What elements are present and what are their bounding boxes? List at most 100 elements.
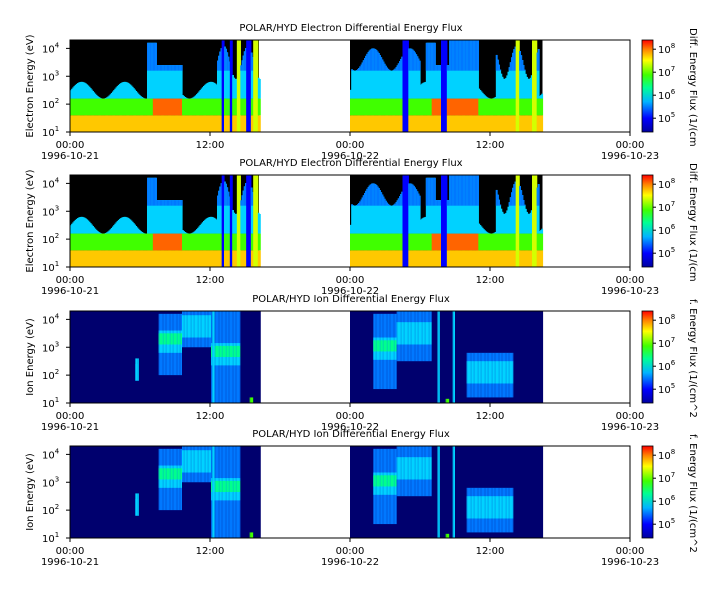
heatmap-cell bbox=[392, 205, 394, 234]
heatmap-cell bbox=[400, 98, 402, 116]
heatmap-cell bbox=[537, 250, 540, 267]
heatmap-cell bbox=[390, 475, 393, 487]
heatmap-cell bbox=[165, 65, 168, 99]
heatmap-cell bbox=[396, 250, 399, 267]
heatmap-cell bbox=[485, 496, 488, 519]
heatmap-cell bbox=[376, 233, 379, 251]
heatmap-cell bbox=[429, 177, 432, 206]
heatmap-cell bbox=[229, 345, 232, 358]
heatmap-cell bbox=[138, 229, 141, 234]
heatmap-cell bbox=[439, 446, 442, 538]
heatmap-cell bbox=[431, 42, 434, 71]
heatmap-cell bbox=[450, 115, 453, 132]
heatmap-cell bbox=[158, 200, 161, 206]
heatmap-cell bbox=[207, 315, 210, 338]
heatmap-cell bbox=[225, 98, 227, 116]
heatmap-cell bbox=[439, 65, 442, 71]
heatmap-cell bbox=[227, 345, 230, 358]
heatmap-cell bbox=[509, 62, 512, 99]
heatmap-cell bbox=[178, 115, 181, 132]
heatmap-cell bbox=[92, 233, 94, 251]
heatmap-cell bbox=[501, 361, 504, 384]
heatmap-cell bbox=[183, 311, 185, 403]
heatmap-cell bbox=[218, 233, 220, 251]
panel-title: POLAR/HYD Electron Differential Energy F… bbox=[239, 23, 462, 34]
heatmap-cell bbox=[171, 468, 174, 480]
heatmap-cell bbox=[513, 184, 516, 206]
heatmap-cell bbox=[368, 233, 371, 251]
heatmap-cell bbox=[250, 233, 253, 251]
heatmap-cell bbox=[381, 115, 384, 132]
heatmap-cell bbox=[211, 480, 213, 493]
heatmap-cell bbox=[159, 233, 162, 251]
heatmap-cell bbox=[240, 115, 243, 132]
heatmap-cell bbox=[203, 233, 205, 251]
heatmap-cell bbox=[379, 250, 381, 267]
heatmap-cell bbox=[449, 40, 451, 71]
heatmap-cell bbox=[192, 446, 195, 538]
heatmap-cell bbox=[93, 446, 96, 538]
heatmap-cell bbox=[81, 250, 84, 267]
heatmap-cell bbox=[197, 227, 199, 234]
heatmap-cell bbox=[224, 181, 226, 234]
y-tick-label: 104 bbox=[42, 41, 60, 55]
heatmap-cell bbox=[464, 446, 467, 538]
heatmap-cell bbox=[359, 233, 362, 251]
heatmap-cell bbox=[449, 175, 451, 206]
heatmap-cell bbox=[198, 315, 201, 338]
heatmap-cell bbox=[533, 446, 535, 538]
heatmap-cell bbox=[526, 98, 528, 116]
heatmap-cell bbox=[179, 65, 182, 99]
heatmap-cell bbox=[448, 98, 450, 116]
heatmap-cell bbox=[498, 199, 500, 234]
heatmap-cell bbox=[252, 98, 254, 116]
heatmap-cell bbox=[456, 115, 458, 132]
heatmap-cell bbox=[148, 42, 150, 71]
heatmap-cell bbox=[129, 98, 132, 116]
heatmap-cell bbox=[361, 62, 364, 71]
heatmap-cell bbox=[221, 175, 224, 267]
heatmap-cell bbox=[148, 98, 150, 116]
heatmap-cell bbox=[158, 468, 161, 480]
heatmap-cell bbox=[385, 250, 387, 267]
heatmap-cell bbox=[138, 446, 141, 538]
heatmap-cell bbox=[450, 446, 453, 538]
heatmap-cell bbox=[87, 220, 90, 234]
heatmap-cell bbox=[408, 48, 411, 99]
heatmap-cell bbox=[242, 55, 245, 99]
heatmap-cell bbox=[470, 250, 472, 267]
heatmap-cell bbox=[507, 71, 510, 99]
y-axis-label: Ion Energy (eV) bbox=[25, 453, 36, 531]
heatmap-cell bbox=[417, 58, 420, 99]
heatmap-cell bbox=[424, 81, 427, 99]
heatmap-cell bbox=[425, 177, 428, 206]
heatmap-cell bbox=[193, 96, 196, 99]
heatmap-cell bbox=[473, 175, 476, 206]
heatmap-cell bbox=[530, 446, 533, 538]
heatmap-cell bbox=[536, 52, 539, 71]
heatmap-cell bbox=[233, 345, 236, 358]
heatmap-cell bbox=[518, 40, 520, 132]
heatmap-cell bbox=[372, 250, 374, 267]
heatmap-cell bbox=[483, 229, 485, 234]
heatmap-cell bbox=[424, 216, 427, 234]
heatmap-cell bbox=[207, 446, 210, 538]
heatmap-cell bbox=[78, 446, 80, 538]
heatmap-cell bbox=[259, 213, 261, 234]
heatmap-cell bbox=[109, 250, 112, 267]
heatmap-cell bbox=[386, 202, 388, 234]
heatmap-cell bbox=[124, 98, 127, 116]
heatmap-cell bbox=[539, 231, 541, 234]
heatmap-cell bbox=[358, 446, 360, 538]
heatmap-cell bbox=[375, 115, 378, 132]
heatmap-cell bbox=[460, 175, 463, 206]
heatmap-cell bbox=[404, 40, 407, 132]
heatmap-cell bbox=[70, 250, 72, 267]
heatmap-cell bbox=[101, 446, 104, 538]
heatmap-cell bbox=[142, 250, 145, 267]
heatmap-cell bbox=[182, 233, 184, 251]
colorbar-tick-label: 106 bbox=[658, 88, 676, 102]
heatmap-cell bbox=[521, 233, 524, 251]
heatmap-cell bbox=[218, 480, 220, 493]
heatmap-cell bbox=[508, 233, 511, 251]
